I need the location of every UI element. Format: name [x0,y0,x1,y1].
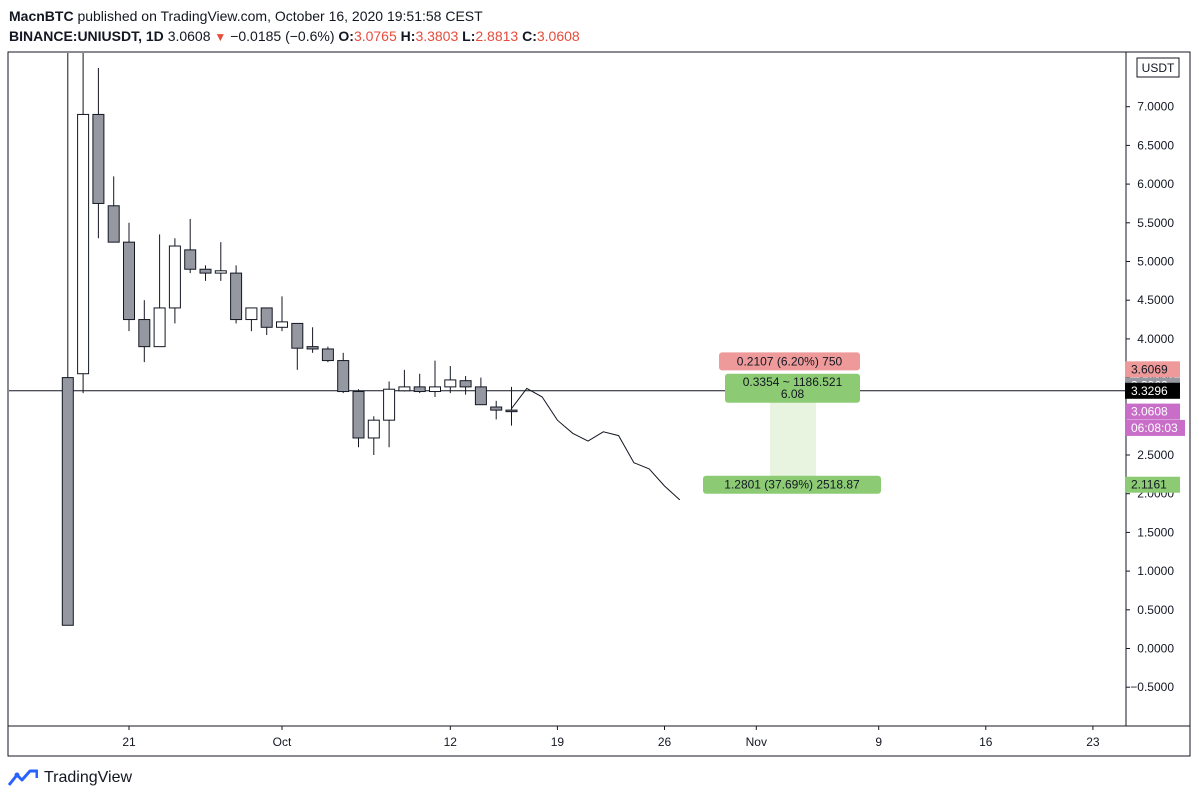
open-label: O: [338,28,354,44]
x-tick-label: 16 [979,735,993,749]
y-tick-label: −0.5000 [1130,680,1174,694]
author[interactable]: MacnBTC [9,8,74,24]
x-tick-label: 12 [444,735,458,749]
candle-down[interactable] [474,386,487,406]
chart-header: MacnBTC published on TradingView.com, Oc… [9,6,580,47]
candle-down[interactable] [337,360,350,393]
time-axis-frame [7,725,1191,757]
x-tick-label: Nov [746,735,767,749]
candle-up[interactable] [214,270,227,274]
candle-down[interactable] [92,113,105,204]
candle-down[interactable] [321,348,334,362]
y-tick-label: 1.0000 [1137,564,1174,578]
low-label: L: [462,28,476,44]
price-label: 06:08:03 [1131,421,1178,435]
y-tick-label: 4.0000 [1137,332,1174,346]
candle-up[interactable] [444,379,457,388]
candle-up[interactable] [429,386,441,393]
price-label-bg [1125,476,1180,493]
candle-down[interactable] [352,391,365,439]
candle-up[interactable] [77,113,90,375]
entry-label-2: 6.08 [781,387,805,401]
candle-up[interactable] [245,307,258,321]
last-price: 3.0608 [167,28,211,44]
y-tick-label: 2.5000 [1137,448,1174,462]
y-tick-label: 4.5000 [1137,293,1174,307]
price-label: 3.6069 [1131,362,1168,376]
stop-loss-box[interactable] [719,352,860,371]
x-tick-label: 21 [122,735,136,749]
y-tick-label: 7.0000 [1137,100,1174,114]
price-chart[interactable]: 7.0000 6.5000 6.0000 5.5000 5.0000 4.5000 4.00… [0,0,1199,760]
price-label-bg [1125,361,1180,378]
price-label-bg [1125,403,1180,420]
y-tick-label: 5.5000 [1137,216,1174,230]
x-tick-label: 19 [551,735,565,749]
candle-down[interactable] [123,241,135,321]
candle-up[interactable] [168,245,181,309]
tradingview-brand[interactable]: TradingView [44,769,133,786]
y-tick-label: 6.0000 [1137,177,1174,191]
x-tick-label: Oct [273,735,292,749]
candle-down[interactable] [61,377,74,626]
currency-label: USDT [1142,61,1175,75]
candle-up[interactable] [367,419,380,439]
footer: TradingView [8,766,132,790]
candle-down[interactable] [291,322,304,349]
candle-down[interactable] [138,319,151,348]
candle-down[interactable] [459,380,472,388]
y-tick-label: 0.5000 [1137,603,1174,617]
symbol-line: BINANCE:UNIUSDT, 1D 3.0608 ▼ −0.0185 (−0… [9,26,580,47]
x-tick-label: 26 [658,735,672,749]
target-label: 1.2801 (37.69%) 2518.87 [724,478,860,492]
price-label: 3.3296 [1131,384,1168,398]
candle-up[interactable] [398,386,411,392]
profit-zone[interactable] [770,390,816,485]
candle-down[interactable] [107,205,120,243]
low-value: 2.8813 [475,28,519,44]
candle-down[interactable] [184,249,197,270]
publish-info: published on TradingView.com, October 16… [77,8,483,24]
close-value: 3.0608 [536,28,580,44]
candle-up[interactable] [383,388,396,421]
projection-path[interactable] [511,387,681,501]
entry-box[interactable] [725,373,860,403]
price-label-bg [1125,382,1180,399]
y-tick-label: 5.0000 [1137,255,1174,269]
y-tick-label: 1.5000 [1137,525,1174,539]
x-tick-label: 23 [1086,735,1100,749]
candle-down[interactable] [413,386,426,393]
price-change: −0.0185 (−0.6%) [230,28,335,44]
down-arrow-icon: ▼ [214,30,227,44]
close-label: C: [522,28,537,44]
high-value: 3.3803 [415,28,459,44]
target-box[interactable] [703,475,881,494]
candle-down[interactable] [199,268,212,274]
entry-label-1: 0.3354 ~ 1186.521 [743,375,843,389]
plot-area-frame [7,51,1127,727]
y-tick-label: 0.0000 [1137,642,1174,656]
y-tick-label: 6.5000 [1137,138,1174,152]
symbol[interactable]: BINANCE:UNIUSDT, 1D [9,28,164,44]
candle-down[interactable] [490,406,503,411]
price-label: 2.1161 [1131,478,1167,492]
candle-down[interactable] [306,346,319,350]
open-value: 3.0765 [353,28,397,44]
stop-loss-label: 0.2107 (6.20%) 750 [737,354,843,368]
x-tick-label: 9 [875,735,882,749]
price-label-bg [1125,419,1185,436]
price-label: 3.0608 [1131,405,1168,419]
candle-up[interactable] [153,307,166,348]
high-label: H: [400,28,416,44]
candle-down[interactable] [230,272,243,321]
candle-down[interactable] [505,409,518,413]
tradingview-logo-icon[interactable] [8,769,38,787]
currency-label-box[interactable] [1136,57,1180,78]
candle-down[interactable] [260,307,273,328]
publish-line: MacnBTC published on TradingView.com, Oc… [9,6,580,26]
candle-up[interactable] [276,321,288,328]
